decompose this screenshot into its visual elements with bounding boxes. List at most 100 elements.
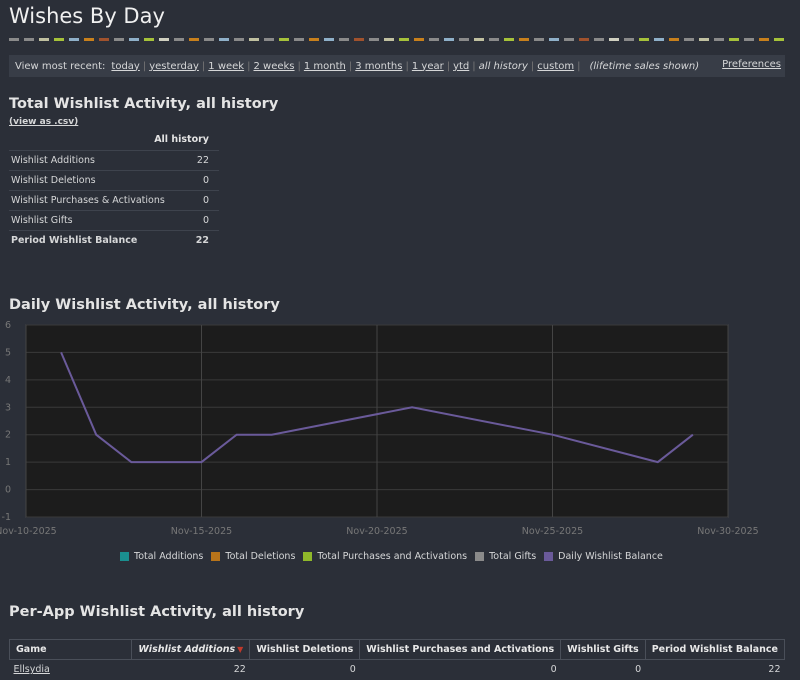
daily-activity-chart: -1 0 1 2 3 4 5 6 Nov-10-2025 Nov-15-2025 Nov-20-20… [0,318,800,548]
preferences-link[interactable]: Preferences [722,59,781,70]
dash-segment [144,38,154,41]
col-header-balance[interactable]: Period Wishlist Balance [644,639,786,660]
y-tick-label: 2 [5,430,11,441]
dash-segment [414,38,424,41]
dash-segment [714,38,724,41]
dash-segment [279,38,289,41]
y-tick-label: 6 [5,320,11,331]
dash-segment [294,38,304,41]
dash-segment [189,38,199,41]
dash-segment [444,38,454,41]
dash-segment [594,38,604,41]
dash-segment [54,38,64,41]
sort-desc-icon: ▼ [237,645,244,654]
summary-row-value: 0 [190,189,219,210]
series-line-daily-wishlist-balance [60,352,694,464]
col-header-purchases[interactable]: Wishlist Purchases and Activations [359,639,562,660]
range-1-month-link[interactable]: 1 month [303,60,346,72]
dash-segment [369,38,379,41]
table-row: Wishlist Additions 22 [9,149,219,170]
summary-row-value: 22 [190,229,219,250]
dash-segment [84,38,94,41]
y-tick-label: 1 [5,457,11,468]
x-tick-label: Nov-10-2025 [0,526,57,537]
dash-segment [384,38,394,41]
x-tick-label: Nov-30-2025 [697,526,758,537]
y-tick-label: 5 [5,347,11,358]
x-tick-label: Nov-20-2025 [346,526,407,537]
dash-segment [579,38,589,41]
summary-row-label: Wishlist Purchases & Activations [9,189,191,210]
dash-segment [339,38,349,41]
summary-col-header: All history [154,134,209,146]
dash-segment [309,38,319,41]
dash-segment [99,38,109,41]
daily-section-title: Daily Wishlist Activity, all history [9,297,280,313]
legend-item[interactable]: Total Deletions [211,551,295,562]
legend-swatch [544,551,554,561]
dash-segment [669,38,679,41]
dash-segment [219,38,229,41]
summary-row-value: 0 [190,169,219,190]
dash-segment [114,38,124,41]
range-1-week-link[interactable]: 1 week [208,60,245,72]
col-header-additions-label: Wishlist Additions [138,644,236,655]
col-header-gifts[interactable]: Wishlist Gifts [560,639,646,660]
range-today-link[interactable]: today [111,60,140,72]
legend-item[interactable]: Total Purchases and Activations [303,551,467,562]
decorative-dash-bar [9,38,785,42]
date-range-bar: View most recent: today | yesterday | 1 we… [9,55,785,77]
range-yesterday-link[interactable]: yesterday [149,60,199,72]
dash-segment [474,38,484,41]
range-2-weeks-link[interactable]: 2 weeks [253,60,295,72]
dash-segment [549,38,559,41]
dash-segment [654,38,664,41]
view-as-csv-link[interactable]: (view as .csv) [9,117,79,127]
table-row: Wishlist Purchases & Activations 0 [9,189,219,210]
legend-label: Daily Wishlist Balance [558,550,663,562]
table-row: Wishlist Deletions 0 [9,169,219,190]
chart-svg: -1 0 1 2 3 4 5 6 Nov-10-2025 Nov-15-2025 Nov-20-20… [0,320,759,537]
purchases-cell: 0 [550,664,557,676]
range-label: View most recent: [15,60,106,72]
perapp-table: Game Wishlist Additions ▼ Wishlist Deleti… [8,639,786,680]
dash-segment [699,38,709,41]
dash-segment [354,38,364,41]
dash-segment [759,38,769,41]
range-1-year-link[interactable]: 1 year [411,60,444,72]
col-header-game[interactable]: Game [8,639,133,660]
legend-label: Total Purchases and Activations [317,550,468,562]
dash-segment [69,38,79,41]
dash-segment [504,38,514,41]
dash-segment [39,38,49,41]
y-tick-label: 3 [5,402,11,413]
legend-item[interactable]: Total Gifts [475,551,536,562]
game-link[interactable]: Ellsydia [13,664,50,676]
dash-segment [159,38,169,41]
legend-item[interactable]: Total Additions [120,551,203,562]
dash-segment [324,38,334,41]
deletions-cell: 0 [349,664,356,676]
dash-segment [129,38,139,41]
summary-table: All history Wishlist Additions 22 Wishli… [9,130,219,250]
dash-segment [729,38,739,41]
y-tick-label: -1 [2,512,11,523]
summary-section-title: Total Wishlist Activity, all history [9,96,279,112]
range-custom-link[interactable]: custom [537,60,575,72]
summary-row-label: Wishlist Gifts [9,209,191,230]
range-3-months-link[interactable]: 3 months [355,60,403,72]
legend-swatch [211,551,221,561]
dash-segment [24,38,34,41]
dash-segment [249,38,259,41]
summary-row-label: Period Wishlist Balance [9,229,191,250]
dash-segment [204,38,214,41]
legend-label: Total Deletions [225,550,296,562]
summary-row-value: 22 [190,149,219,170]
col-header-deletions[interactable]: Wishlist Deletions [249,639,361,660]
y-tick-label: 4 [5,375,11,386]
range-note: (lifetime sales shown) [589,60,700,72]
col-header-additions[interactable]: Wishlist Additions ▼ [131,639,251,660]
range-ytd-link[interactable]: ytd [453,60,470,72]
page-title: Wishes By Day [9,4,165,28]
legend-item[interactable]: Daily Wishlist Balance [544,551,663,562]
